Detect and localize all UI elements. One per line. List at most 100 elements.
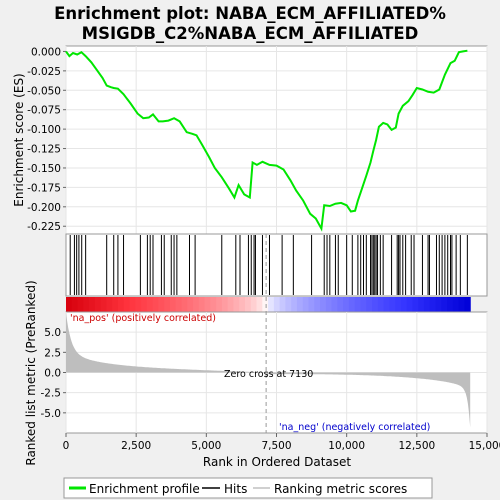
color-bar-segment xyxy=(227,297,235,312)
color-bar-segment xyxy=(204,297,211,312)
color-bar-segment xyxy=(221,297,229,312)
color-bar-segment xyxy=(66,297,73,312)
x-axis-label: Rank in Ordered Dataset xyxy=(203,455,351,469)
color-bar-segment xyxy=(244,297,252,312)
color-bar-segment xyxy=(112,297,119,312)
color-bar-segment xyxy=(123,297,131,312)
metric-tick-label: 2.5 xyxy=(44,347,61,359)
color-bar-segment xyxy=(291,297,298,312)
color-bar-segment xyxy=(198,297,206,312)
color-bar-segment xyxy=(389,297,396,312)
color-bar-segment xyxy=(210,297,217,312)
color-bar-segment xyxy=(216,297,223,312)
color-bar-segment xyxy=(141,297,148,312)
color-bar-segment xyxy=(135,297,142,312)
color-bar-segment xyxy=(250,297,258,312)
zero-cross-label: Zero cross at 7130 xyxy=(224,369,313,380)
chart-title-line1: Enrichment plot: NABA_ECM_AFFILIATED% xyxy=(54,4,446,23)
es-y-axis-label: Enrichment score (ES) xyxy=(12,73,26,206)
x-axis-ticks: 0 2,500 5,000 7,500 10,000 12,500 15,000 xyxy=(63,433,500,452)
color-bar-segment xyxy=(239,297,246,312)
color-bar-segment xyxy=(129,297,136,312)
es-tick-label: -0.200 xyxy=(27,202,61,214)
color-bar-segment xyxy=(169,297,177,312)
hits-panel xyxy=(65,233,488,297)
color-bar-segment xyxy=(256,297,263,312)
color-bar-segment xyxy=(94,297,102,312)
color-bar-segment xyxy=(458,297,465,312)
color-bar-segment xyxy=(360,297,367,312)
color-bar-segment xyxy=(418,297,425,312)
es-tick-label: -0.125 xyxy=(27,144,61,156)
es-grid xyxy=(65,46,488,234)
color-bar-segment xyxy=(175,297,183,312)
metric-tick-label: -5.0 xyxy=(41,408,62,420)
metric-tick-label: 5.0 xyxy=(44,327,61,339)
color-bar-segment xyxy=(452,297,460,312)
color-bar-segment xyxy=(158,297,165,312)
x-tick-label: 15,000 xyxy=(469,440,500,452)
x-tick-label: 12,500 xyxy=(398,440,435,452)
color-bar-segment xyxy=(152,297,159,312)
color-bar-segment xyxy=(117,297,125,312)
color-bar-segment xyxy=(331,297,338,312)
color-bar-segment xyxy=(320,297,327,312)
color-bar-segment xyxy=(279,297,287,312)
color-bar-segment xyxy=(400,297,408,312)
color-bar-segment xyxy=(372,297,379,312)
es-profile-line xyxy=(65,49,468,232)
legend-label-metric: Ranking metric scores xyxy=(274,482,407,496)
x-tick-label: 5,000 xyxy=(191,440,221,452)
pos-correlated-label: 'na_pos' (positively correlated) xyxy=(70,313,216,324)
es-tick-label: 0.000 xyxy=(31,46,61,58)
x-tick-label: 7,500 xyxy=(261,440,291,452)
metric-y-axis-label: Ranked list metric (PreRanked) xyxy=(24,280,38,465)
color-bar-segment xyxy=(435,297,442,312)
color-bar-segment xyxy=(429,297,437,312)
hit-marks xyxy=(69,235,468,295)
es-tick-label: -0.050 xyxy=(27,85,61,97)
legend-label-enrichment: Enrichment profile xyxy=(89,482,200,496)
color-bar-segment xyxy=(233,297,240,312)
color-bar-segment xyxy=(308,297,315,312)
color-bar-segment xyxy=(268,297,275,312)
x-tick-label: 10,000 xyxy=(328,440,365,452)
color-bar-segment xyxy=(325,297,333,312)
ranking-metric-area xyxy=(66,312,471,428)
es-tick-label: -0.175 xyxy=(27,182,61,194)
color-bar-segment xyxy=(71,297,79,312)
color-bar-segment xyxy=(337,297,344,312)
color-bar-segment xyxy=(406,297,414,312)
color-bar-segment xyxy=(164,297,171,312)
color-bar-segment xyxy=(187,297,194,312)
x-tick-label: 2,500 xyxy=(121,440,151,452)
color-bar-segment xyxy=(412,297,419,312)
color-bar-segment xyxy=(395,297,402,312)
color-bar-segment xyxy=(377,297,385,312)
neg-correlated-label: 'na_neg' (negatively correlated) xyxy=(279,422,430,433)
es-y-ticks: 0.000 -0.025 -0.050 -0.075 -0.100 -0.125 -0.15… xyxy=(27,46,66,233)
color-bar-segment xyxy=(77,297,84,312)
color-bar-segment xyxy=(354,297,362,312)
color-bar-segment xyxy=(181,297,188,312)
color-bar-segment xyxy=(296,297,304,312)
es-tick-label: -0.225 xyxy=(27,221,61,233)
color-bar-segment xyxy=(285,297,292,312)
color-bar-segment xyxy=(314,297,321,312)
es-tick-label: -0.075 xyxy=(27,105,61,117)
legend-label-hits: Hits xyxy=(224,482,247,496)
color-bar-segment xyxy=(383,297,390,312)
chart-title-line2: MSIGDB_C2%NABA_ECM_AFFILIATED xyxy=(82,24,419,43)
color-bar-segment xyxy=(106,297,113,312)
color-bar-segment xyxy=(464,297,471,312)
es-tick-label: -0.150 xyxy=(27,163,61,175)
color-bar-segment xyxy=(441,297,448,312)
metric-tick-label: -2.5 xyxy=(41,388,62,400)
legend-box xyxy=(63,477,433,499)
color-bar-segment xyxy=(302,297,310,312)
color-bar-segment xyxy=(348,297,356,312)
color-bar-segment xyxy=(89,297,96,312)
color-bar-segment xyxy=(193,297,200,312)
es-tick-label: -0.100 xyxy=(27,124,61,136)
